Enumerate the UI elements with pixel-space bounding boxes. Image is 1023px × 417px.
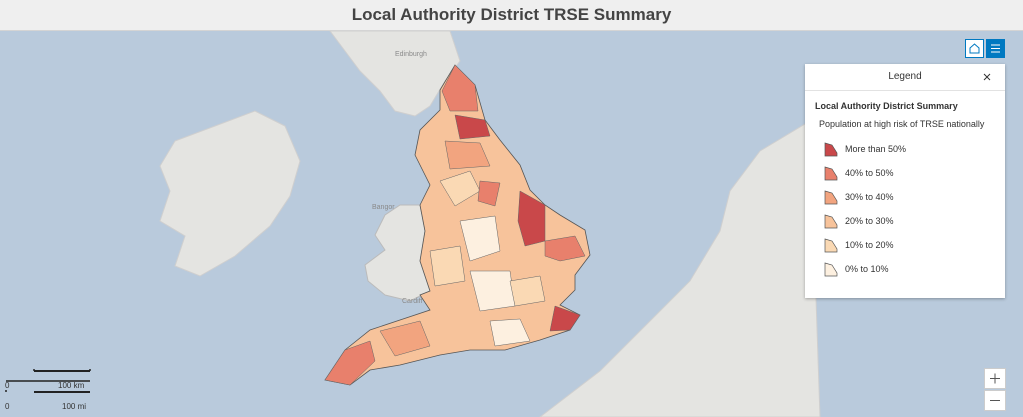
legend-swatch <box>824 190 838 205</box>
scale-label: 100 mi <box>62 402 87 411</box>
swatch-shape <box>824 262 838 277</box>
scale-bar <box>5 369 91 393</box>
zoom-out[interactable] <box>984 390 1006 411</box>
legend-heading: Legend <box>805 64 1005 91</box>
legend-swatch <box>824 262 838 277</box>
place-label: Cardiff <box>402 298 423 305</box>
legend-label: More than 50% <box>845 144 907 154</box>
continent <box>539 120 821 417</box>
legend-panel: Legend Local Authority District Summary … <box>805 64 1005 298</box>
legend-item: 10% to 20% <box>823 233 1005 257</box>
legend-item: 0% to 10% <box>823 257 1005 281</box>
close-button[interactable] <box>983 73 991 81</box>
swatch-shape <box>824 238 838 253</box>
legend-title: Local Authority District Summary <box>815 101 958 111</box>
swatch-shape <box>824 166 838 181</box>
legend-item: More than 50% <box>823 137 1005 161</box>
districts <box>324 64 586 386</box>
swatch-shape <box>824 190 838 205</box>
england <box>324 64 591 386</box>
legend-swatch <box>824 166 838 181</box>
legend-subtitle: Population at high risk of TRSE national… <box>819 119 985 129</box>
legend-item: 30% to 40% <box>823 185 1005 209</box>
legend-swatch <box>824 142 838 157</box>
scotland <box>329 31 461 117</box>
legend-item: 20% to 30% <box>823 209 1005 233</box>
zoom-in[interactable] <box>984 368 1006 389</box>
place-label: Edinburgh <box>395 51 427 58</box>
home-icon <box>969 43 980 54</box>
scale-label: 0 <box>5 381 10 390</box>
legend-swatch <box>824 238 838 253</box>
legend-label: 0% to 10% <box>845 264 889 274</box>
swatch-shape <box>824 214 838 229</box>
home-button[interactable] <box>965 39 984 58</box>
title: Local Authority District TRSE Summary <box>0 0 1023 31</box>
legend-swatch <box>824 214 838 229</box>
legend-label: 30% to 40% <box>845 192 894 202</box>
legend-item: 40% to 50% <box>823 161 1005 185</box>
scale-label: 100 km <box>58 381 85 390</box>
legend-label: 40% to 50% <box>845 168 894 178</box>
list-icon <box>991 44 1000 53</box>
minus-icon <box>990 400 1000 401</box>
legend-label: 20% to 30% <box>845 216 894 226</box>
ireland <box>159 110 301 277</box>
legend-label: 10% to 20% <box>845 240 894 250</box>
place-label: Bangor <box>372 204 395 211</box>
legend-items: More than 50% 40% to 50% 30% to 40% 20% to … <box>823 137 1005 281</box>
swatch-shape <box>824 142 838 157</box>
legend-button[interactable] <box>986 39 1005 58</box>
legend-heading-text: Legend <box>888 71 922 82</box>
scale-label: 0 <box>5 402 10 411</box>
plus-icon <box>990 373 1000 384</box>
wales <box>364 204 431 302</box>
map[interactable]: Edinburgh Bangor Cardiff <box>0 31 1023 417</box>
